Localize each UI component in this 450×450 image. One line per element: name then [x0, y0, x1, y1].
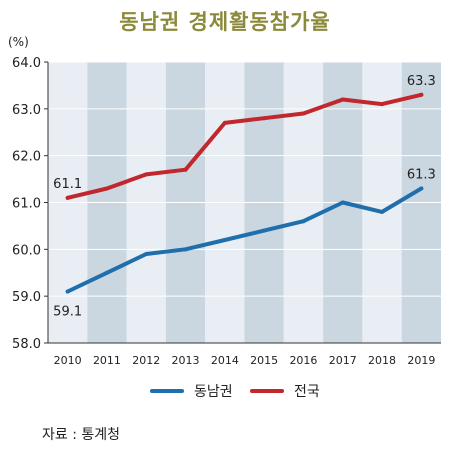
legend-swatch-dongnamgwon [150, 389, 184, 393]
data-point-1-8 [380, 102, 385, 107]
data-point-1-9 [419, 92, 424, 97]
x-tick-label: 2016 [289, 354, 317, 367]
data-point-1-3 [183, 167, 188, 172]
source-note: 자료 : 통계청 [42, 427, 121, 443]
data-point-0-6 [301, 219, 306, 224]
data-point-0-8 [380, 209, 385, 214]
data-point-0-3 [183, 247, 188, 252]
y-tick-label: 58.0 [12, 337, 41, 352]
data-point-1-0 [65, 195, 70, 200]
data-point-0-0 [65, 289, 70, 294]
y-tick-label: 64.0 [12, 56, 41, 71]
legend: 동남권 전국 [0, 381, 450, 407]
data-point-1-7 [340, 97, 345, 102]
x-tick-label: 2013 [172, 354, 200, 367]
x-tick-label: 2014 [211, 354, 239, 367]
legend-item-national: 전국 [250, 381, 320, 401]
data-point-0-1 [104, 270, 109, 275]
data-label: 61.1 [53, 177, 82, 192]
series-line-1 [65, 92, 424, 200]
y-tick-label: 63.0 [12, 103, 41, 118]
legend-swatch-national [250, 389, 284, 393]
data-label: 61.3 [407, 167, 436, 182]
data-point-0-7 [340, 200, 345, 205]
y-tick-label: 60.0 [12, 243, 41, 258]
y-axis-unit: (%) [8, 35, 29, 49]
legend-item-dongnamgwon: 동남권 [150, 381, 233, 401]
line-chart: 58.0 59.0 60.0 61.0 62.0 63.0 64.0 2010 2011 201… [12, 56, 441, 367]
data-point-1-2 [144, 172, 149, 177]
data-point-0-4 [222, 237, 227, 242]
x-tick-label: 2017 [329, 354, 357, 367]
x-tick-label: 2019 [407, 354, 435, 367]
data-point-0-5 [262, 228, 267, 233]
series-line-0 [65, 186, 424, 294]
data-point-0-2 [144, 252, 149, 257]
x-tick-label: 2010 [54, 354, 82, 367]
y-tick-label: 59.0 [12, 290, 41, 305]
x-tick-label: 2011 [93, 354, 121, 367]
data-point-1-1 [104, 186, 109, 191]
legend-label-national: 전국 [294, 384, 320, 400]
y-tick-label: 61.0 [12, 197, 41, 212]
chart-title: 동남권 경제활동참가율 [119, 10, 331, 34]
data-label: 63.3 [407, 74, 436, 89]
data-point-1-4 [222, 120, 227, 125]
data-point-1-6 [301, 111, 306, 116]
data-point-1-5 [262, 116, 267, 121]
legend-label-dongnamgwon: 동남권 [194, 384, 233, 400]
y-tick-label: 62.0 [12, 150, 41, 165]
x-tick-label: 2012 [132, 354, 160, 367]
x-tick-label: 2015 [250, 354, 278, 367]
data-point-0-9 [419, 186, 424, 191]
x-tick-label: 2018 [368, 354, 396, 367]
data-label: 59.1 [53, 304, 82, 319]
